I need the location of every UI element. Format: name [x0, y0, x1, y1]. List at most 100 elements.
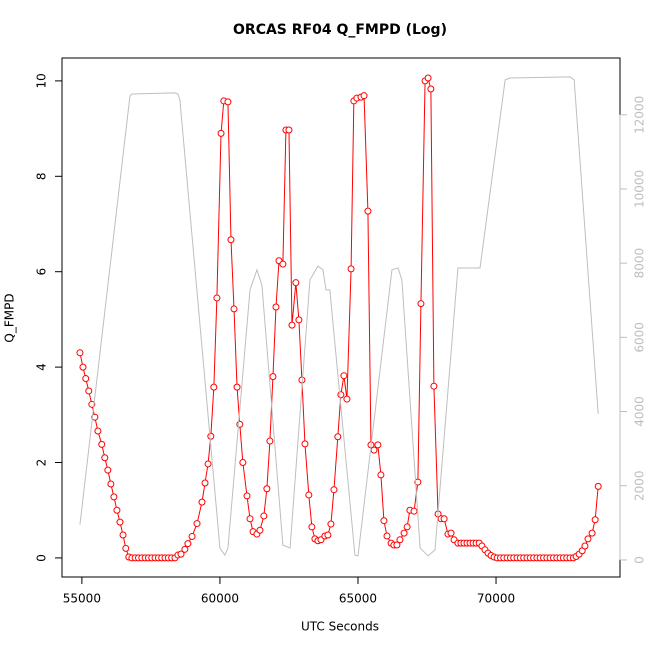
data-point — [122, 544, 130, 552]
data-point — [269, 373, 277, 381]
data-point — [396, 536, 404, 544]
data-point — [263, 485, 271, 493]
data-point — [256, 526, 264, 534]
y2-tick-label: 8000 — [633, 248, 647, 279]
data-point — [94, 427, 102, 435]
data-point — [91, 413, 99, 421]
data-point — [393, 541, 401, 549]
data-point — [98, 440, 106, 448]
data-point — [233, 383, 241, 391]
data-point — [285, 126, 293, 134]
data-point — [85, 387, 93, 395]
data-point — [377, 471, 385, 479]
data-point — [403, 523, 411, 531]
y-tick-label: 6 — [35, 268, 49, 276]
data-point — [177, 550, 185, 558]
data-point — [301, 440, 309, 448]
data-point — [588, 529, 596, 537]
data-point — [584, 535, 592, 543]
data-point — [236, 420, 244, 428]
data-point — [324, 531, 332, 539]
data-point — [119, 531, 127, 539]
data-point — [224, 98, 232, 106]
x-tick-label: 55000 — [63, 592, 101, 606]
y2-tick-label: 12000 — [633, 96, 647, 134]
data-point — [198, 498, 206, 506]
data-point — [272, 303, 280, 311]
data-point — [116, 518, 124, 526]
data-point — [380, 517, 388, 525]
y2-tick-label: 0 — [633, 556, 647, 564]
data-point — [292, 279, 300, 287]
data-point — [370, 446, 378, 454]
x-tick-label: 60000 — [201, 592, 239, 606]
data-point — [230, 305, 238, 313]
series-line — [79, 77, 599, 559]
data-point — [364, 207, 372, 215]
data-point — [107, 480, 115, 488]
data-point — [204, 460, 212, 468]
data-point — [207, 432, 215, 440]
data-point — [188, 532, 196, 540]
data-point — [334, 433, 342, 441]
data-point — [383, 532, 391, 540]
data-point — [193, 520, 201, 528]
data-point — [330, 486, 338, 494]
data-point — [440, 515, 448, 523]
data-point — [591, 516, 599, 524]
data-point — [101, 454, 109, 462]
data-point — [76, 349, 84, 357]
y2-tick-label: 4000 — [633, 396, 647, 427]
data-point — [110, 493, 118, 501]
data-point — [104, 466, 112, 474]
data-point — [581, 542, 589, 550]
x-axis-label: UTC Seconds — [301, 620, 379, 634]
data-point — [343, 395, 351, 403]
data-point — [239, 459, 247, 467]
data-point — [266, 437, 274, 445]
y-tick-label: 0 — [35, 554, 49, 562]
y-axis-label: Q_FMPD — [3, 293, 17, 342]
data-point — [82, 375, 90, 383]
series-line — [79, 76, 599, 557]
data-point — [308, 523, 316, 531]
data-point — [347, 265, 355, 273]
y2-tick-label: 10000 — [633, 170, 647, 208]
y-tick-label: 10 — [35, 73, 49, 88]
plot-box — [61, 57, 621, 578]
data-point — [305, 491, 313, 499]
data-point — [210, 383, 218, 391]
data-point — [243, 492, 251, 500]
data-point — [213, 294, 221, 302]
data-point — [113, 506, 121, 514]
y2-tick-label: 2000 — [633, 470, 647, 501]
data-point — [417, 300, 425, 308]
data-point — [360, 92, 368, 100]
data-point — [430, 382, 438, 390]
y-tick-label: 4 — [35, 363, 49, 371]
data-point — [79, 363, 87, 371]
data-point — [184, 540, 192, 548]
y2-tick-label: 6000 — [633, 322, 647, 353]
y-tick-label: 2 — [35, 459, 49, 467]
data-point — [227, 236, 235, 244]
data-point — [279, 260, 287, 268]
data-point — [327, 520, 335, 528]
data-point — [414, 478, 422, 486]
data-point — [288, 321, 296, 329]
x-tick-label: 70000 — [477, 592, 515, 606]
data-point — [424, 74, 432, 82]
x-tick-label: 65000 — [339, 592, 377, 606]
data-point — [340, 372, 348, 380]
data-point — [594, 482, 602, 490]
data-point — [447, 529, 455, 537]
data-point — [410, 507, 418, 515]
data-point — [181, 545, 189, 553]
data-point — [246, 515, 254, 523]
data-point — [337, 391, 345, 399]
data-point — [201, 479, 209, 487]
data-point — [217, 129, 225, 137]
data-point — [295, 316, 303, 324]
